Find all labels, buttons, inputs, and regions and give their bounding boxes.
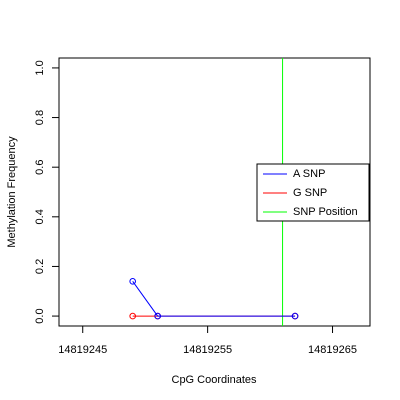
y-tick-label: 0.8 [34, 110, 46, 125]
data-point [129, 278, 136, 285]
x-tick-label: 14819255 [183, 344, 232, 356]
series-line [132, 281, 296, 317]
y-tick-label: 0.6 [34, 160, 46, 175]
y-tick-label: 0.4 [34, 209, 46, 224]
data-point [154, 312, 161, 320]
legend-label: SNP Position [293, 206, 358, 218]
y-tick-label: 0.0 [34, 308, 46, 323]
plot-frame [58, 57, 371, 327]
y-tick-label: 1.0 [34, 60, 46, 75]
data-point [129, 312, 136, 320]
x-tick-label: 14819245 [58, 344, 107, 356]
y-tick-label: 0.2 [34, 259, 46, 274]
x-axis-label: CpG Coordinates [172, 374, 257, 386]
legend-label: G SNP [293, 187, 327, 199]
y-axis-label: Methylation Frequency [6, 136, 18, 248]
legend-label: A SNP [293, 168, 325, 180]
x-tick-label: 14819265 [308, 344, 357, 356]
data-point [291, 312, 299, 320]
